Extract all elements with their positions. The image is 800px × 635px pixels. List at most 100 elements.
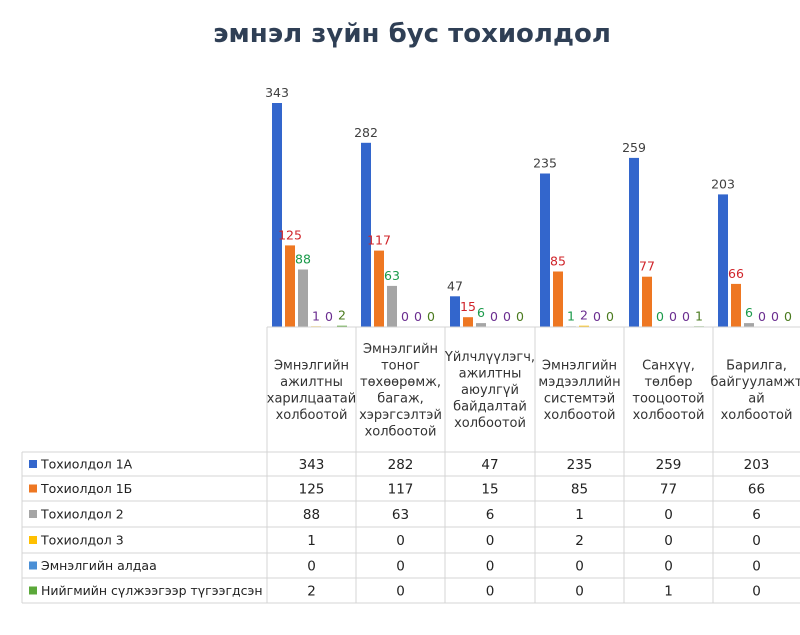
- bar: [718, 194, 728, 327]
- category-label: Барилга, байгууламжт ай холбоотой: [710, 358, 800, 423]
- bar: [540, 173, 550, 327]
- series-name: Эмнэлгийн алдаа: [41, 558, 157, 573]
- bar: [463, 317, 473, 327]
- table-cell: 2: [307, 584, 316, 600]
- bar: [450, 296, 460, 327]
- bar: [553, 271, 563, 327]
- table-cell: 282: [388, 457, 414, 473]
- table-cell: 47: [481, 457, 498, 473]
- data-label: 6: [477, 305, 485, 320]
- table-cell: 1: [575, 507, 584, 523]
- bar: [476, 323, 486, 327]
- table-cell: 0: [486, 533, 495, 549]
- data-label: 0: [606, 309, 614, 324]
- data-label: 2: [338, 308, 346, 323]
- table-cell: 6: [486, 507, 495, 523]
- bar: [285, 245, 295, 327]
- table-cell: 77: [660, 482, 677, 498]
- table-cell: 0: [664, 507, 673, 523]
- bar: [272, 103, 282, 327]
- chart-title: эмнэл зүйн бус тохиолдол: [213, 19, 611, 49]
- category-label: Эмнэлгийн ажилтны харилцаатай холбоотой: [267, 358, 356, 423]
- category-label: Эмнэлгийн мэдээллийн системтэй холбоотой: [538, 358, 620, 423]
- data-label: 15: [460, 299, 476, 314]
- data-label: 125: [278, 227, 302, 242]
- data-label: 0: [593, 309, 601, 324]
- bar: [387, 285, 397, 327]
- table-cell: 259: [656, 457, 682, 473]
- bar: [337, 325, 347, 327]
- data-label: 1: [312, 308, 320, 323]
- data-label: 0: [682, 309, 690, 324]
- table-cell: 0: [664, 559, 673, 575]
- data-label: 2: [580, 308, 588, 323]
- table-cell: 0: [396, 584, 405, 600]
- data-label: 235: [533, 156, 557, 171]
- bar: [579, 325, 589, 327]
- data-table: Эмнэлгийн ажилтны харилцаатай холбоотойЭмнэ…: [21, 326, 800, 604]
- data-label: 0: [516, 309, 524, 324]
- data-label: 259: [622, 140, 646, 155]
- data-label: 0: [771, 309, 779, 324]
- data-label: 0: [401, 309, 409, 324]
- data-label: 66: [728, 266, 744, 281]
- table-cell: 0: [486, 584, 495, 600]
- table-cell: 0: [575, 559, 584, 575]
- data-label: 47: [447, 278, 463, 293]
- data-label: 282: [354, 125, 378, 140]
- legend-swatch: [29, 484, 37, 493]
- series-name: Тохиолдол 2: [40, 507, 124, 522]
- table-cell: 0: [486, 559, 495, 575]
- bar: [629, 157, 639, 327]
- bar: [361, 142, 371, 327]
- data-label: 343: [265, 85, 289, 100]
- data-label: 0: [503, 309, 511, 324]
- table-cell: 1: [664, 584, 673, 600]
- data-label: 203: [711, 176, 735, 191]
- series-name: Тохиолдол 3: [40, 533, 124, 548]
- series-name: Тохиолдол 1Б: [40, 481, 132, 496]
- category-label: Эмнэлгийн тоног төхөөрөмж, багаж, хэрэгсэлтэ…: [359, 342, 442, 440]
- table-cell: 0: [664, 533, 673, 549]
- data-label: 1: [567, 308, 575, 323]
- bar: [744, 323, 754, 327]
- table-cell: 0: [752, 533, 761, 549]
- table-cell: 0: [752, 584, 761, 600]
- table-cell: 1: [307, 533, 316, 549]
- data-label: 85: [550, 254, 566, 269]
- legend-swatch: [29, 536, 37, 544]
- series-name: Тохиолдол 1А: [40, 457, 133, 472]
- data-label: 0: [490, 309, 498, 324]
- data-label: 77: [639, 259, 655, 274]
- table-cell: 343: [299, 457, 325, 473]
- table-cell: 88: [303, 507, 320, 523]
- data-label: 0: [669, 309, 677, 324]
- table-cell: 117: [388, 482, 414, 498]
- data-label: 1: [695, 308, 703, 323]
- table-cell: 0: [307, 559, 316, 575]
- data-label: 88: [295, 252, 311, 267]
- table-cell: 66: [748, 482, 765, 498]
- category-label: Үйлчлүүлэгч, ажилтны аюулгүй байдалтай холбо…: [444, 350, 535, 431]
- table-cell: 0: [396, 533, 405, 549]
- data-label: 0: [656, 309, 664, 324]
- data-label: 117: [367, 233, 391, 248]
- table-cell: 15: [481, 482, 498, 498]
- data-label: 0: [414, 309, 422, 324]
- bar: [731, 283, 741, 327]
- bar: [298, 269, 308, 327]
- table-cell: 0: [396, 559, 405, 575]
- legend-swatch: [29, 510, 37, 518]
- category-label: Санхүү, төлбөр тооцоотой холбоотой: [632, 358, 704, 423]
- data-label: 0: [325, 309, 333, 324]
- table-cell: 203: [744, 457, 770, 473]
- table-cell: 0: [575, 584, 584, 600]
- table-cell: 0: [752, 559, 761, 575]
- table-cell: 6: [752, 507, 761, 523]
- table-cell: 125: [299, 482, 325, 498]
- data-label: 0: [758, 309, 766, 324]
- data-label: 6: [745, 305, 753, 320]
- series-name: Нийгмийн сүлжээгээр түгээгдсэн: [41, 583, 263, 598]
